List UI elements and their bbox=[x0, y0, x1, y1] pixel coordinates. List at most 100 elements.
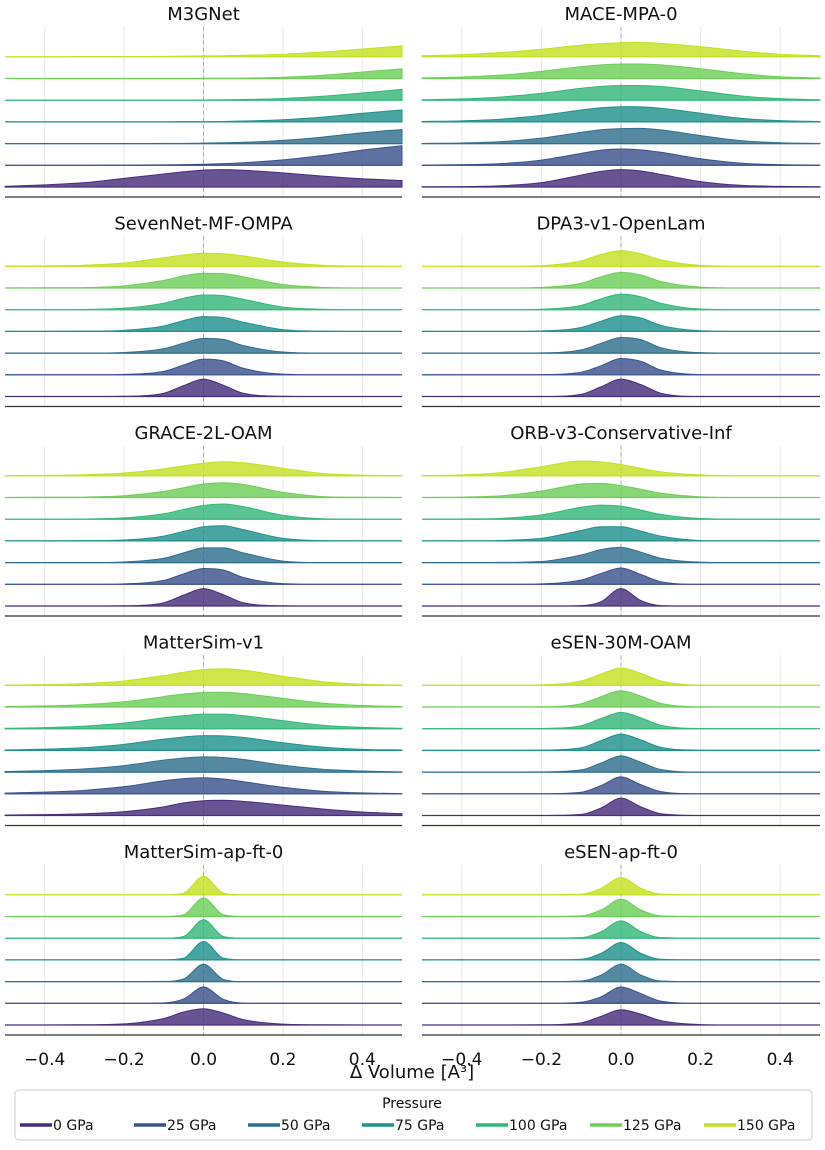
legend-label: 150 GPa bbox=[737, 1118, 795, 1134]
panel-title: eSEN-ap-ft-0 bbox=[564, 842, 678, 863]
legend-label: 0 GPa bbox=[53, 1118, 94, 1134]
density-ridge bbox=[422, 378, 820, 397]
density-ridge bbox=[422, 546, 820, 564]
density-ridge bbox=[422, 986, 820, 1004]
panel-title: MatterSim-ap-ft-0 bbox=[124, 842, 284, 863]
density-ridge bbox=[421, 482, 820, 499]
density-ridge bbox=[5, 378, 402, 397]
density-ridge bbox=[422, 898, 820, 917]
density-ridge bbox=[421, 106, 821, 123]
density-ridge bbox=[5, 294, 402, 311]
density-ridge bbox=[421, 876, 820, 896]
density-ridge bbox=[5, 337, 402, 354]
panel: eSEN-ap-ft-0 −0.4 −0.2 0.0 0.2 0.4 bbox=[421, 842, 820, 1070]
density-ridge bbox=[422, 755, 820, 773]
x-tick-label: 0.0 bbox=[607, 1050, 634, 1070]
x-tick-label: 0.4 bbox=[349, 1050, 376, 1070]
density-ridge bbox=[4, 691, 403, 708]
density-ridge bbox=[5, 588, 402, 607]
density-ridge bbox=[5, 986, 402, 1004]
density-ridge bbox=[421, 148, 821, 166]
panel-title: eSEN-30M-OAM bbox=[551, 633, 692, 654]
legend-box bbox=[14, 1089, 813, 1141]
density-ridge bbox=[422, 336, 820, 354]
panel: GRACE-2L-OAM bbox=[4, 423, 403, 617]
density-ridge bbox=[4, 875, 402, 896]
legend-label: 125 GPa bbox=[623, 1118, 681, 1134]
density-ridge bbox=[421, 504, 820, 520]
panel-title: ORB-v3-Conservative-Inf bbox=[510, 423, 732, 444]
density-ridge bbox=[4, 777, 403, 795]
panel-title: MACE-MPA-0 bbox=[564, 4, 677, 25]
density-ridge bbox=[4, 525, 403, 542]
density-ridge bbox=[422, 963, 820, 983]
x-axis-label: Δ Volume [A³] bbox=[350, 1062, 474, 1083]
density-ridge bbox=[5, 963, 402, 983]
density-ridge bbox=[422, 733, 820, 751]
density-ridge bbox=[421, 41, 821, 58]
density-ridge bbox=[4, 272, 402, 289]
density-ridge bbox=[4, 461, 403, 477]
x-tick-label: 0.4 bbox=[767, 1050, 794, 1070]
panel-title: MatterSim-v1 bbox=[143, 633, 264, 654]
density-ridge bbox=[422, 690, 820, 708]
panel-title: M3GNet bbox=[167, 4, 240, 25]
density-ridge bbox=[421, 1009, 820, 1026]
x-tick-label: −0.2 bbox=[103, 1050, 144, 1070]
density-ridge bbox=[422, 358, 820, 376]
panel-title: DPA3-v1-OpenLam bbox=[536, 214, 705, 235]
legend-label: 100 GPa bbox=[509, 1118, 567, 1134]
density-ridge bbox=[4, 482, 403, 498]
x-tick-label: −0.2 bbox=[521, 1050, 562, 1070]
x-tick-label: 0.2 bbox=[269, 1050, 296, 1070]
panel: DPA3-v1-OpenLam bbox=[422, 214, 820, 408]
density-ridge bbox=[422, 271, 820, 289]
density-ridge bbox=[421, 169, 821, 188]
legend-label: 25 GPa bbox=[167, 1118, 217, 1134]
panel: MatterSim-ap-ft-0 −0.4 −0.2 0.0 0.2 0.4 bbox=[4, 842, 402, 1070]
density-ridge bbox=[5, 897, 402, 917]
density-ridge bbox=[422, 250, 820, 267]
density-ridge bbox=[421, 127, 821, 145]
x-tick-label: −0.4 bbox=[24, 1050, 65, 1070]
density-ridge bbox=[4, 713, 403, 730]
legend: 0 GPa 25 GPa 50 GPa 75 GPa 100 GPa 125 GPa 150… bbox=[20, 1118, 795, 1134]
density-ridge bbox=[4, 919, 402, 939]
density-ridge bbox=[422, 315, 820, 332]
density-ridge bbox=[5, 316, 402, 332]
legend-label: 75 GPa bbox=[395, 1118, 445, 1134]
panel: ORB-v3-Conservative-Inf bbox=[421, 423, 821, 617]
density-ridge bbox=[422, 567, 820, 585]
density-ridge bbox=[421, 63, 821, 79]
density-ridge bbox=[422, 797, 820, 816]
density-ridge bbox=[422, 942, 820, 961]
density-ridge bbox=[421, 84, 821, 101]
density-ridge bbox=[422, 667, 820, 686]
density-ridge bbox=[5, 940, 402, 961]
density-ridge bbox=[421, 920, 820, 939]
panel-title: SevenNet-MF-OMPA bbox=[114, 214, 293, 235]
density-ridge bbox=[422, 588, 820, 607]
panel-title: GRACE-2L-OAM bbox=[134, 423, 272, 444]
density-ridge bbox=[5, 358, 402, 376]
density-ridge bbox=[4, 799, 403, 816]
density-ridge bbox=[4, 252, 403, 267]
density-ridge bbox=[5, 503, 402, 520]
panel: MACE-MPA-0 bbox=[421, 4, 821, 198]
panel: MatterSim-v1 bbox=[4, 633, 403, 827]
density-ridge bbox=[4, 1008, 402, 1026]
density-ridge bbox=[4, 668, 403, 686]
legend-title: Pressure bbox=[382, 1096, 442, 1112]
density-ridge bbox=[422, 293, 820, 311]
panel: M3GNet bbox=[4, 4, 403, 198]
density-ridge bbox=[421, 526, 821, 542]
density-ridge bbox=[422, 711, 820, 730]
x-tick-label: 0.2 bbox=[687, 1050, 714, 1070]
density-ridge bbox=[422, 776, 820, 795]
panel: SevenNet-MF-OMPA bbox=[4, 214, 403, 408]
legend-label: 50 GPa bbox=[281, 1118, 331, 1134]
x-tick-label: −0.4 bbox=[441, 1050, 482, 1070]
x-tick-label: 0.0 bbox=[190, 1050, 217, 1070]
density-ridge bbox=[5, 567, 402, 585]
